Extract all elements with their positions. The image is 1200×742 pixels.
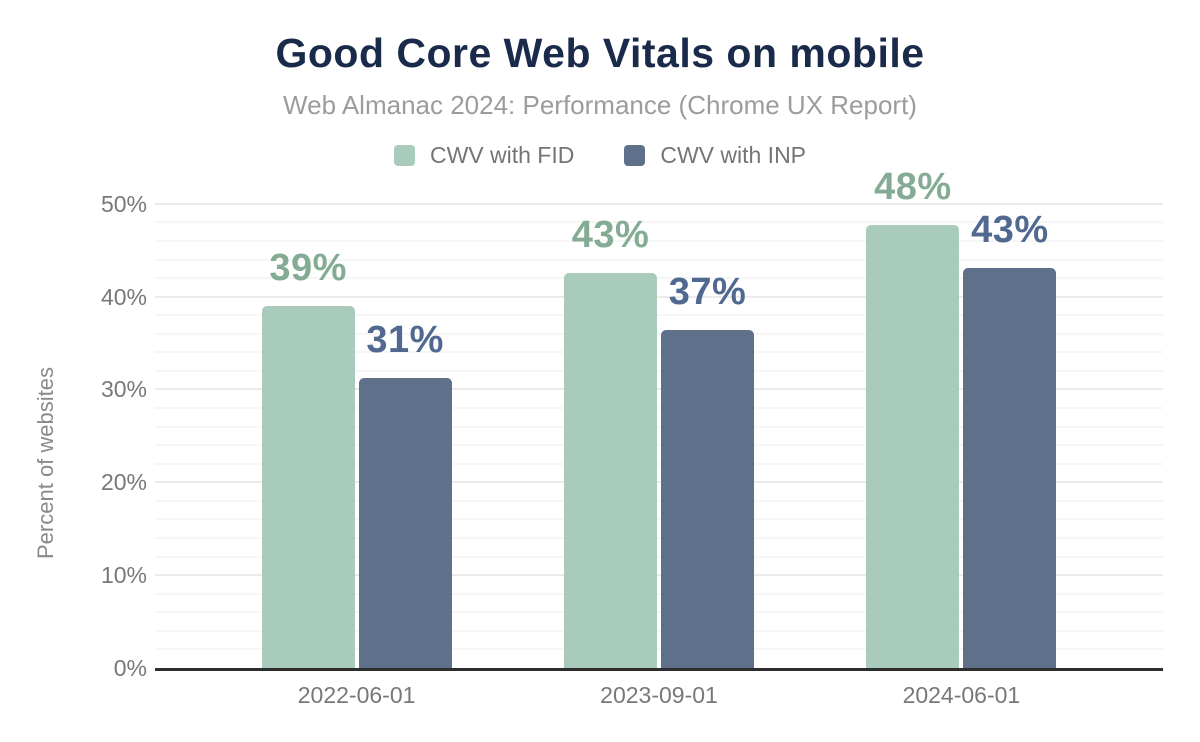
x-tick-label: 2023-09-01 (600, 682, 718, 708)
gridline-minor (155, 221, 1163, 224)
y-tick-label: 10% (100, 562, 147, 589)
gridline-major (155, 574, 1163, 577)
gridline-major (155, 388, 1163, 391)
gridline-minor (155, 518, 1163, 521)
y-tick-label: 20% (100, 469, 147, 496)
bar-cwv-with-inp-2024-06-01 (963, 267, 1057, 668)
bar-value-label: 37% (668, 271, 747, 314)
gridline-minor (155, 239, 1163, 242)
gridline-minor (155, 407, 1163, 410)
gridline-minor (155, 258, 1163, 261)
gridline-minor (155, 611, 1163, 614)
gridline-minor (155, 444, 1163, 447)
legend-swatch-icon (393, 145, 415, 166)
bar-cwv-with-inp-2023-09-01 (661, 330, 754, 668)
gridline-major (155, 481, 1163, 484)
gridline-minor (155, 629, 1163, 632)
plot-area: 39% 31% 43% 37% 48% 43% (155, 166, 1163, 671)
gridline-minor (155, 332, 1163, 335)
gridline-minor (155, 537, 1163, 540)
gridline-minor (155, 499, 1163, 502)
legend-label: CWV with FID (429, 142, 575, 168)
legend-item: CWV with FID (393, 142, 575, 169)
gridline-minor (155, 351, 1163, 354)
bar-cwv-with-fid-2023-09-01 (564, 273, 657, 668)
bar-cwv-with-inp-2022-06-01 (358, 378, 452, 668)
x-tick-label: 2024-06-01 (902, 682, 1021, 708)
bar-cwv-with-fid-2022-06-01 (261, 305, 355, 668)
legend-item: CWV with INP (624, 142, 806, 169)
y-tick-label: 40% (100, 283, 147, 310)
bar-cwv-with-fid-2024-06-01 (866, 225, 960, 668)
gridline-minor (155, 462, 1163, 465)
bar-value-label: 43% (571, 214, 650, 257)
bar-value-label: 31% (366, 319, 444, 362)
gridline-minor (155, 425, 1163, 428)
chart-subtitle: Web Almanac 2024: Performance (Chrome UX… (283, 90, 917, 120)
y-tick-label: 30% (100, 376, 147, 403)
gridline-minor (155, 592, 1163, 595)
x-tick-label: 2022-06-01 (297, 682, 416, 708)
gridline-minor (155, 314, 1163, 317)
chart-title: Good Core Web Vitals on mobile (275, 30, 925, 76)
y-tick-label: 0% (113, 655, 147, 681)
bar-value-label: 43% (971, 208, 1049, 251)
bar-value-label: 48% (874, 166, 952, 209)
bar-value-label: 39% (269, 246, 347, 289)
gridline-major (155, 202, 1163, 205)
legend-label: CWV with INP (660, 142, 807, 168)
y-tick-label: 50% (100, 190, 147, 217)
legend-swatch-icon (624, 145, 646, 166)
legend: CWV with FID CWV with INP (0, 142, 1200, 169)
gridline-minor (155, 369, 1163, 372)
gridline-minor (155, 555, 1163, 558)
gridline-minor (155, 277, 1163, 280)
gridline-major (155, 295, 1163, 298)
gridline-minor (155, 648, 1163, 651)
